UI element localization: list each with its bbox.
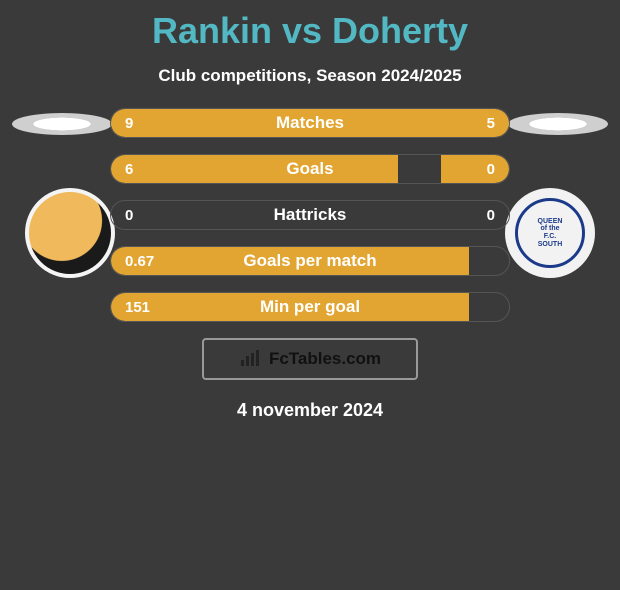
stat-label: Goals — [171, 159, 449, 179]
crest-right-text-3: F.C. — [544, 233, 556, 241]
stat-row: 6Goals0 — [110, 154, 510, 184]
stat-value-left: 6 — [111, 161, 171, 178]
stat-value-left: 0.67 — [111, 253, 171, 270]
club-crest-right: QUEEN of the F.C. SOUTH — [505, 188, 595, 278]
crest-right-text-2: of the — [540, 225, 559, 233]
stat-row: 151Min per goal — [110, 292, 510, 322]
stat-value-left: 151 — [111, 299, 171, 316]
stat-value-left: 9 — [111, 115, 171, 132]
stat-value-right: 0 — [449, 161, 509, 178]
stat-label: Goals per match — [171, 251, 449, 271]
stat-label: Matches — [171, 113, 449, 133]
page-title: Rankin vs Doherty — [0, 10, 620, 52]
stat-value-left: 0 — [111, 207, 171, 224]
stat-value-right: 0 — [449, 207, 509, 224]
stat-row: 9Matches5 — [110, 108, 510, 138]
club-crest-left — [25, 188, 115, 278]
bar-chart-icon — [239, 350, 263, 368]
stat-rows: 9Matches56Goals00Hattricks00.67Goals per… — [110, 108, 510, 322]
flag-left-placeholder — [12, 113, 112, 135]
date-text: 4 november 2024 — [0, 400, 620, 421]
stat-row: 0.67Goals per match — [110, 246, 510, 276]
brand-box[interactable]: FcTables.com — [202, 338, 418, 380]
brand-text: FcTables.com — [269, 349, 381, 369]
comparison-content: QUEEN of the F.C. SOUTH 9Matches56Goals0… — [0, 108, 620, 421]
stat-label: Min per goal — [171, 297, 449, 317]
stat-label: Hattricks — [171, 205, 449, 225]
crest-right-text-4: SOUTH — [538, 241, 563, 249]
stat-value-right: 5 — [449, 115, 509, 132]
crest-right-text-1: QUEEN — [538, 218, 563, 226]
subtitle: Club competitions, Season 2024/2025 — [0, 66, 620, 86]
stat-row: 0Hattricks0 — [110, 200, 510, 230]
flag-right-placeholder — [508, 113, 608, 135]
